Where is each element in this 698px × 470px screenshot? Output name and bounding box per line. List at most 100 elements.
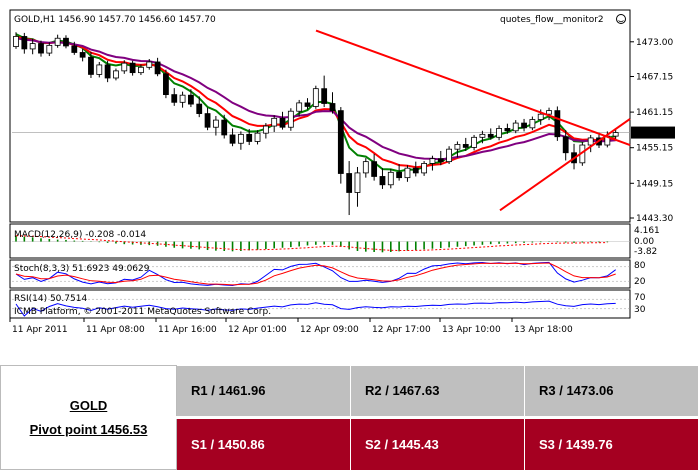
candle bbox=[196, 96, 203, 118]
candle-body bbox=[404, 167, 411, 179]
candle-body bbox=[38, 43, 44, 54]
candle bbox=[429, 155, 436, 171]
candle-body bbox=[287, 110, 294, 128]
r1-cell: R1 / 1461.96 bbox=[176, 365, 351, 419]
candle bbox=[146, 59, 153, 70]
candle bbox=[179, 91, 186, 108]
candle-body bbox=[71, 45, 78, 53]
candle-body bbox=[529, 119, 536, 129]
candle-body bbox=[63, 37, 69, 47]
candle-body bbox=[113, 70, 119, 79]
candle-body bbox=[46, 44, 53, 54]
pivot-point-label[interactable]: Pivot point 1456.53 bbox=[29, 421, 148, 437]
candle-body bbox=[562, 136, 569, 154]
candle bbox=[454, 141, 461, 158]
candle-body bbox=[29, 43, 36, 50]
candle-body bbox=[262, 125, 269, 134]
candle-body bbox=[329, 103, 336, 112]
trendline-upper[interactable] bbox=[315, 29, 631, 146]
time-tick-label: 12 Apr 09:00 bbox=[300, 325, 359, 335]
candle-body bbox=[354, 172, 361, 193]
candle-body bbox=[462, 144, 469, 148]
candle-body bbox=[446, 148, 452, 163]
trendlines[interactable] bbox=[315, 29, 631, 212]
price-tick-label: 1461.15 bbox=[636, 108, 673, 118]
r2-cell: R2 / 1467.63 bbox=[350, 365, 525, 419]
candle bbox=[446, 146, 452, 165]
rsi-axis-30: 30 bbox=[634, 305, 646, 315]
time-tick-label: 11 Apr 08:00 bbox=[86, 325, 145, 335]
candle-body bbox=[312, 88, 319, 107]
trendline-lower[interactable] bbox=[499, 118, 631, 212]
candle bbox=[63, 35, 69, 49]
candle-body bbox=[471, 136, 477, 148]
candle-body bbox=[96, 64, 103, 75]
candle-body bbox=[537, 113, 544, 120]
price-tick-label: 1473.00 bbox=[636, 38, 673, 48]
candle bbox=[371, 153, 378, 181]
pivot-symbol[interactable]: GOLD bbox=[69, 397, 108, 413]
rsi-line bbox=[15, 300, 616, 317]
candle-body bbox=[254, 132, 261, 142]
candle bbox=[512, 120, 519, 134]
expert-label: quotes_flow__monitor2 bbox=[500, 15, 604, 25]
candle-body bbox=[146, 61, 153, 68]
candle-body bbox=[387, 171, 394, 186]
candle bbox=[154, 57, 161, 77]
copyright-text: ICMB Platform, © 2001-2011 MetaQuotes So… bbox=[14, 307, 271, 317]
candle-body bbox=[487, 133, 494, 138]
candle bbox=[396, 164, 403, 181]
candle-body bbox=[412, 167, 419, 174]
candle bbox=[38, 40, 44, 57]
candle bbox=[321, 75, 328, 108]
candle-body bbox=[246, 133, 253, 142]
candle bbox=[362, 158, 369, 178]
candle bbox=[229, 128, 236, 147]
price-panel-frame bbox=[9, 9, 631, 223]
time-tick-label: 12 Apr 01:00 bbox=[228, 325, 287, 335]
candle-body bbox=[421, 163, 428, 174]
symbol-header: GOLD,H1 1456.90 1457.70 1456.60 1457.70 bbox=[14, 15, 216, 25]
candle-body bbox=[163, 73, 169, 95]
chart-canvas[interactable]: 1473.00 1467.15 1461.15 1455.15 1449.15 1443.… bbox=[0, 0, 698, 348]
candle bbox=[221, 114, 228, 139]
candle-body bbox=[337, 110, 344, 174]
candle bbox=[271, 115, 278, 132]
candle bbox=[104, 60, 111, 83]
candle bbox=[412, 161, 419, 177]
candle-body bbox=[88, 56, 94, 75]
candle bbox=[29, 38, 36, 55]
s1-cell: S1 / 1450.86 bbox=[176, 417, 351, 470]
candle-body bbox=[321, 88, 328, 104]
time-tick-label: 11 Apr 16:00 bbox=[158, 325, 217, 335]
candle-body bbox=[554, 110, 561, 138]
candle-body bbox=[304, 102, 311, 107]
candle bbox=[246, 129, 253, 146]
candle bbox=[129, 60, 136, 76]
candle-body bbox=[346, 173, 353, 193]
candle-body bbox=[296, 102, 303, 112]
candle bbox=[404, 165, 411, 182]
candle-body bbox=[212, 119, 219, 128]
candle-body bbox=[171, 94, 178, 103]
candle-body bbox=[612, 132, 619, 137]
stoch-axis-20: 20 bbox=[634, 277, 646, 287]
candle bbox=[562, 130, 569, 161]
price-tick-label: 1455.15 bbox=[636, 144, 673, 154]
candle bbox=[163, 69, 169, 99]
metatrader-chart[interactable]: 1473.00 1467.15 1461.15 1455.15 1449.15 1443.… bbox=[0, 0, 698, 348]
candle bbox=[138, 64, 144, 76]
pivot-summary-cell: GOLD Pivot point 1456.53 bbox=[0, 365, 177, 470]
rsi-indicator bbox=[12, 298, 630, 317]
candle bbox=[387, 168, 394, 189]
pivot-table: GOLD Pivot point 1456.53 R1 / 1461.96 R2… bbox=[0, 365, 698, 470]
candle bbox=[354, 166, 361, 207]
candle bbox=[546, 107, 552, 121]
candle-body bbox=[396, 171, 403, 179]
time-axis: 11 Apr 2011 11 Apr 08:00 11 Apr 16:00 12 Ap… bbox=[9, 318, 573, 335]
candle-body bbox=[504, 128, 511, 132]
candle-body bbox=[454, 144, 461, 150]
candle bbox=[279, 111, 286, 130]
candle-body bbox=[362, 161, 369, 174]
candle-body bbox=[179, 94, 186, 103]
